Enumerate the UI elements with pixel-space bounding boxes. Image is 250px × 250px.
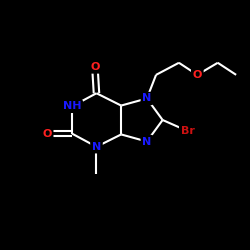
Text: O: O bbox=[42, 129, 52, 139]
Text: N: N bbox=[142, 94, 152, 104]
Text: NH: NH bbox=[63, 101, 81, 111]
Text: O: O bbox=[90, 62, 100, 72]
Text: O: O bbox=[192, 70, 202, 80]
Text: Br: Br bbox=[180, 126, 194, 136]
Text: N: N bbox=[142, 136, 152, 146]
Text: N: N bbox=[92, 142, 101, 152]
